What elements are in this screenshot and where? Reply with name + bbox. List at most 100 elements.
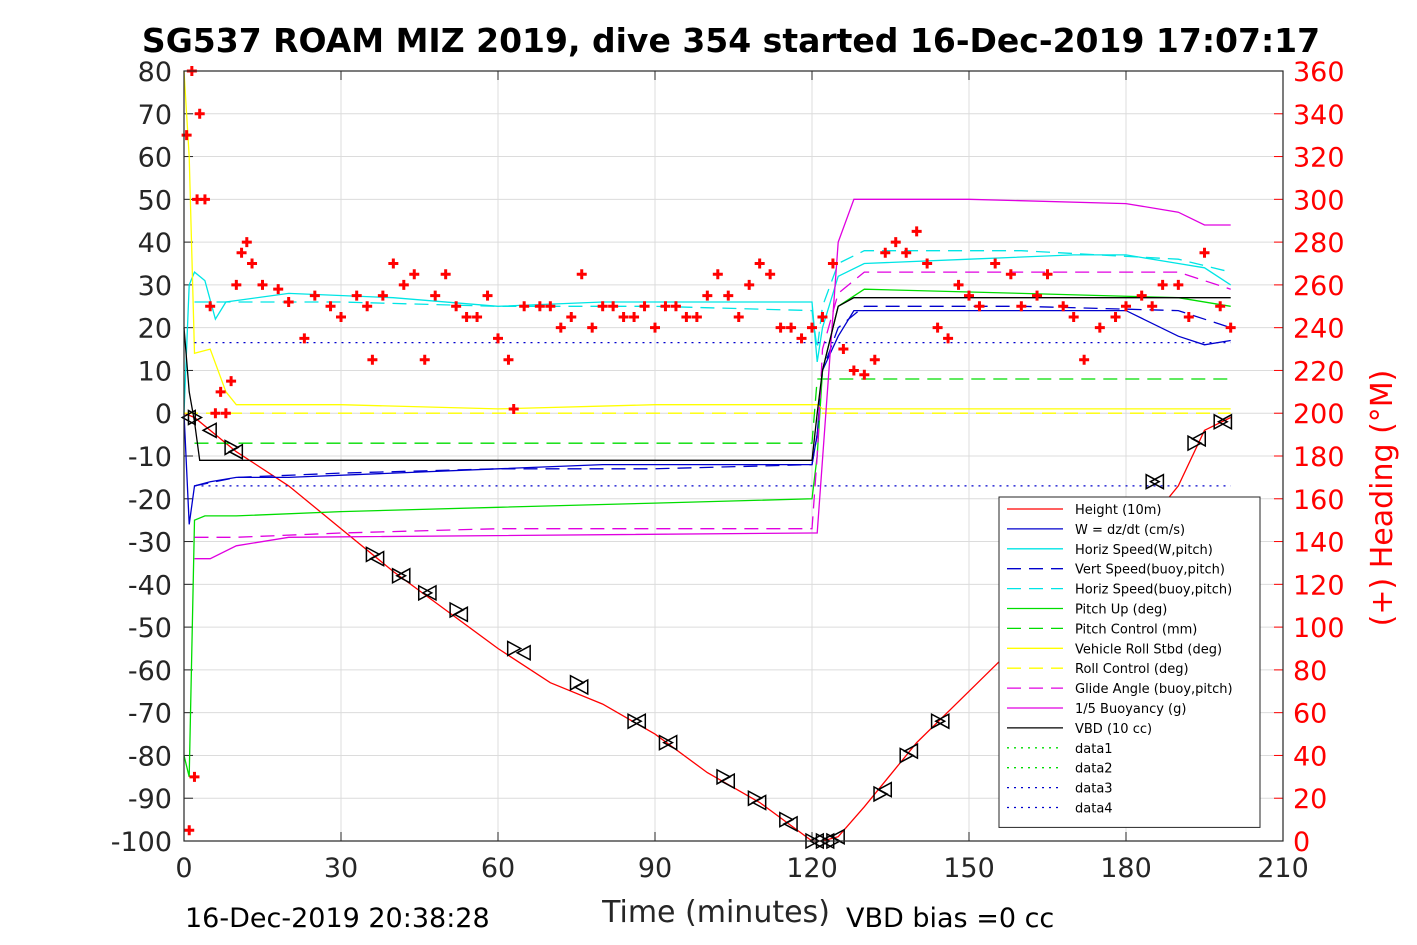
- heading-marker: [534, 301, 545, 312]
- legend-label: Height (10m): [1075, 503, 1161, 518]
- heading-marker: [754, 258, 765, 269]
- heading-marker: [220, 408, 231, 419]
- heading-marker: [482, 290, 493, 301]
- right-y-tick-label: 120: [1293, 570, 1345, 601]
- y-tick-label: -70: [128, 699, 172, 730]
- right-y-tick-label: 200: [1293, 399, 1345, 430]
- legend-label: data2: [1075, 762, 1113, 777]
- heading-marker: [1199, 247, 1210, 258]
- heading-marker: [733, 311, 744, 322]
- legend-label: data4: [1075, 802, 1113, 817]
- waypoint-marker: [1145, 473, 1161, 490]
- footer-vbd-bias: VBD bias =0 cc: [846, 903, 1054, 934]
- heading-marker: [1005, 269, 1016, 280]
- heading-marker: [184, 825, 195, 836]
- heading-marker: [943, 333, 954, 344]
- heading-marker: [618, 311, 629, 322]
- legend-label: Vehicle Roll Stbd (deg): [1075, 642, 1222, 657]
- waypoint-marker: [573, 678, 589, 696]
- series-line-horiz-speed-w-pitch: [183, 254, 1232, 414]
- right-y-tick-label: 320: [1293, 143, 1345, 174]
- right-y-tick-label: 100: [1293, 613, 1345, 644]
- right-y-tick-label: 340: [1293, 100, 1345, 131]
- heading-marker: [1136, 290, 1147, 301]
- legend-label: Pitch Up (deg): [1075, 603, 1167, 618]
- heading-marker: [181, 130, 192, 141]
- heading-marker: [566, 311, 577, 322]
- waypoint-marker: [719, 772, 736, 790]
- x-tick-label: 30: [324, 853, 358, 884]
- heading-marker: [1157, 279, 1168, 290]
- waypoint-marker: [934, 712, 950, 730]
- heading-marker: [1147, 301, 1158, 312]
- heading-marker: [990, 258, 1001, 269]
- legend-label: Horiz Speed(buoy,pitch): [1075, 583, 1232, 598]
- y-tick-label: -30: [128, 528, 172, 559]
- heading-marker: [1225, 322, 1236, 333]
- heading-marker: [890, 237, 901, 248]
- heading-marker: [817, 311, 828, 322]
- legend-box: [998, 496, 1261, 828]
- legend-label: Horiz Speed(W,pitch): [1075, 543, 1213, 558]
- x-tick-label: 210: [1257, 853, 1309, 884]
- series-line-vehicle-roll-stbd-deg: [183, 70, 1231, 410]
- y-tick-label: 20: [138, 314, 172, 345]
- heading-marker: [953, 279, 964, 290]
- heading-marker: [786, 322, 797, 333]
- y-tick-label: -90: [128, 784, 172, 815]
- waypoint-marker: [201, 422, 217, 439]
- heading-marker: [199, 194, 210, 205]
- heading-marker: [555, 322, 566, 333]
- heading-marker: [1215, 301, 1226, 312]
- x-tick-label: 0: [175, 853, 192, 884]
- heading-marker: [691, 311, 702, 322]
- heading-marker: [922, 258, 933, 269]
- plot-frame: [183, 70, 1284, 842]
- waypoint-marker: [395, 567, 411, 585]
- waypoint-marker: [1213, 413, 1229, 431]
- heading-marker: [1121, 301, 1131, 312]
- legend-label: Glide Angle (buoy,pitch): [1075, 682, 1233, 697]
- legend-label: W = dz/dt (cm/s): [1075, 523, 1185, 538]
- heading-marker: [189, 771, 200, 782]
- heading-marker: [608, 301, 619, 312]
- heading-marker: [273, 284, 284, 295]
- legend-label: data3: [1075, 782, 1113, 797]
- series-line-1-5-buoyancy-g: [194, 198, 1231, 560]
- y-tick-label: -40: [128, 570, 172, 601]
- waypoint-marker: [417, 584, 434, 602]
- footer-timestamp: 16-Dec-2019 20:38:28: [185, 903, 490, 934]
- heading-marker: [650, 322, 660, 333]
- heading-marker: [964, 290, 974, 301]
- waypoint-marker: [391, 567, 408, 585]
- x-tick-label: 90: [638, 853, 672, 884]
- y-tick-label: -60: [128, 656, 172, 687]
- series-line-pitch-up-deg: [183, 288, 1231, 777]
- heading-marker: [388, 258, 399, 269]
- heading-marker: [848, 365, 859, 376]
- heading-marker: [880, 247, 891, 258]
- heading-marker: [1016, 301, 1027, 312]
- heading-marker: [519, 301, 530, 312]
- heading-marker: [398, 279, 409, 290]
- heading-marker: [1110, 311, 1121, 322]
- waypoint-markers: [180, 409, 1233, 850]
- legend: Height (10m) W = dz/dt (cm/s) Horiz Speed(…: [998, 496, 1261, 828]
- waypoint-marker: [515, 644, 531, 662]
- heading-marker: [493, 333, 503, 344]
- waypoint-marker: [187, 409, 204, 426]
- waypoint-marker: [227, 443, 244, 460]
- heading-marker: [205, 301, 216, 312]
- heading-marker: [210, 408, 221, 419]
- waypoint-marker: [751, 794, 767, 811]
- right-y-tick-label: 160: [1293, 485, 1345, 516]
- series-line-vbd-10-cc: [183, 297, 1231, 461]
- waypoint-marker: [658, 734, 675, 751]
- legend-label: VBD (10 cc): [1075, 722, 1152, 737]
- heading-marker: [974, 301, 985, 312]
- heading-marker: [236, 247, 247, 258]
- heading-marker: [430, 290, 441, 301]
- heading-marker: [377, 290, 388, 301]
- heading-marker: [461, 311, 472, 322]
- series-line-horiz-speed-buoy-pitch: [194, 250, 1231, 350]
